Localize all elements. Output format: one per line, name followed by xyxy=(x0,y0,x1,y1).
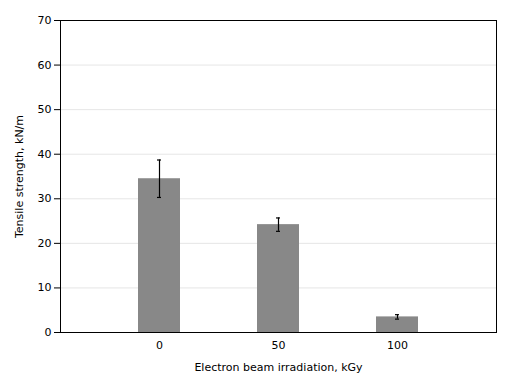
svg-text:Electron beam irradiation, kGy: Electron beam irradiation, kGy xyxy=(194,361,363,374)
svg-text:100: 100 xyxy=(387,339,408,352)
svg-text:Tensile strength, kN/m: Tensile strength, kN/m xyxy=(13,115,26,239)
svg-text:0: 0 xyxy=(156,339,163,352)
svg-text:30: 30 xyxy=(38,192,52,205)
svg-text:10: 10 xyxy=(38,281,52,294)
svg-text:60: 60 xyxy=(38,59,52,72)
svg-text:70: 70 xyxy=(38,14,52,27)
svg-text:20: 20 xyxy=(38,237,52,250)
svg-text:50: 50 xyxy=(38,103,52,116)
svg-text:0: 0 xyxy=(45,326,52,339)
svg-text:50: 50 xyxy=(272,339,286,352)
svg-text:40: 40 xyxy=(38,148,52,161)
